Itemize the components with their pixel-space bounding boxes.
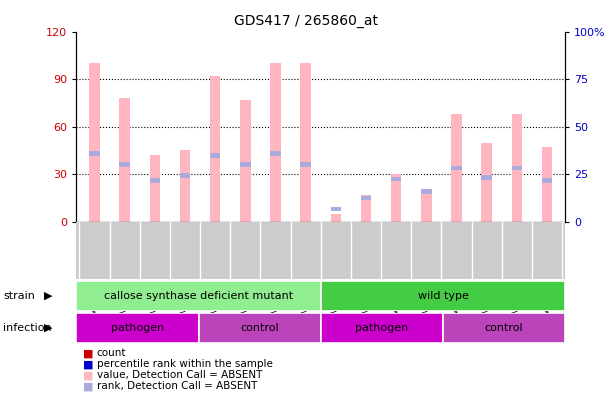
Bar xyxy=(180,150,190,222)
Bar xyxy=(481,175,492,180)
Text: callose synthase deficient mutant: callose synthase deficient mutant xyxy=(104,291,293,301)
Text: ■: ■ xyxy=(82,370,93,381)
Bar xyxy=(321,281,565,311)
Text: GDS417 / 265860_at: GDS417 / 265860_at xyxy=(233,14,378,28)
Bar xyxy=(421,192,431,222)
Bar xyxy=(511,114,522,222)
Bar xyxy=(76,313,199,343)
Bar xyxy=(119,98,130,222)
Bar xyxy=(301,162,311,167)
Text: infection: infection xyxy=(3,323,52,333)
Bar xyxy=(443,313,565,343)
Bar xyxy=(542,178,552,183)
Bar xyxy=(321,313,443,343)
Bar xyxy=(452,166,462,170)
Text: ■: ■ xyxy=(82,381,93,392)
Text: rank, Detection Call = ABSENT: rank, Detection Call = ABSENT xyxy=(97,381,257,392)
Bar xyxy=(270,63,281,222)
Text: ■: ■ xyxy=(82,348,93,358)
Bar xyxy=(89,151,100,156)
Bar xyxy=(240,100,251,222)
Bar xyxy=(452,114,462,222)
Bar xyxy=(270,151,281,156)
Bar xyxy=(421,189,431,194)
Bar xyxy=(76,281,321,311)
Text: ▶: ▶ xyxy=(44,291,53,301)
Bar xyxy=(391,177,401,181)
Text: ■: ■ xyxy=(82,359,93,369)
Bar xyxy=(210,76,221,222)
Text: value, Detection Call = ABSENT: value, Detection Call = ABSENT xyxy=(97,370,262,381)
Text: wild type: wild type xyxy=(417,291,469,301)
Bar xyxy=(180,173,190,178)
Bar xyxy=(542,147,552,222)
Text: pathogen: pathogen xyxy=(111,323,164,333)
Bar xyxy=(301,63,311,222)
Text: ▶: ▶ xyxy=(44,323,53,333)
Bar xyxy=(511,166,522,170)
Bar xyxy=(210,153,221,158)
Bar xyxy=(199,313,321,343)
Bar xyxy=(360,195,371,222)
Bar xyxy=(150,178,160,183)
Bar xyxy=(391,174,401,222)
Text: control: control xyxy=(485,323,524,333)
Bar xyxy=(331,214,341,222)
Bar xyxy=(89,63,100,222)
Text: percentile rank within the sample: percentile rank within the sample xyxy=(97,359,273,369)
Text: control: control xyxy=(240,323,279,333)
Bar xyxy=(240,162,251,167)
Bar xyxy=(331,207,341,211)
Text: strain: strain xyxy=(3,291,35,301)
Bar xyxy=(150,155,160,222)
Bar xyxy=(360,196,371,200)
Text: pathogen: pathogen xyxy=(355,323,409,333)
Bar xyxy=(481,143,492,222)
Text: count: count xyxy=(97,348,126,358)
Bar xyxy=(119,162,130,167)
